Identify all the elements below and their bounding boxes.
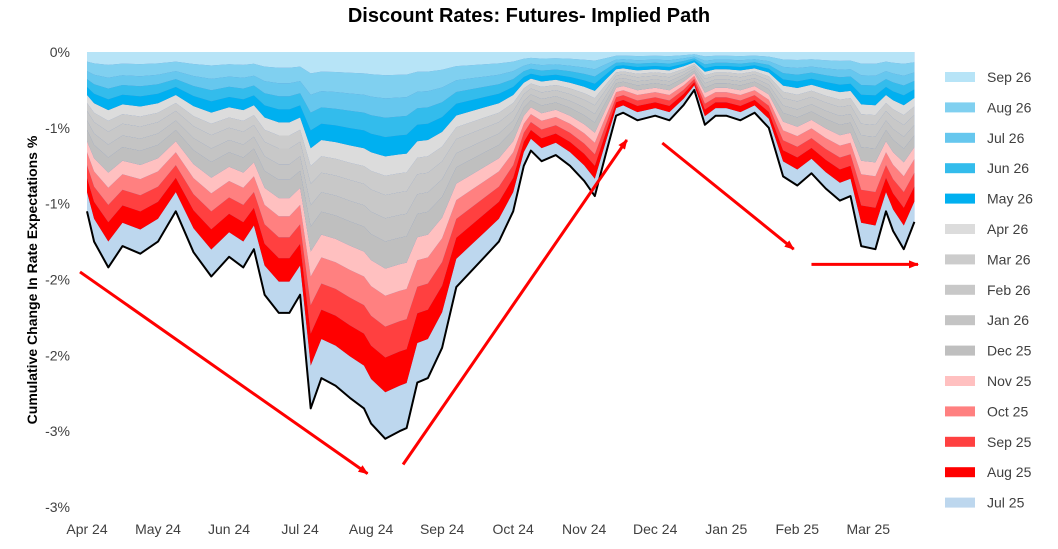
x-tick-label: Apr 24 (66, 521, 107, 537)
legend-label: Dec 25 (987, 343, 1032, 359)
x-axis-ticks: Apr 24 May 24 Jun 24 Jul 24 Aug 24 Sep 24 Oct … (66, 521, 890, 537)
x-tick-label: Sep 24 (420, 521, 465, 537)
legend-label: Aug 26 (987, 99, 1032, 115)
y-axis-title: Cumulative Change In Rate Expectations % (24, 135, 40, 424)
legend-swatch (945, 315, 975, 326)
legend-label: Aug 25 (987, 464, 1032, 480)
legend-label: Jan 26 (987, 312, 1029, 328)
legend-swatch (945, 102, 975, 113)
y-axis-ticks: 0% -1% -1% -2% -2% -3% -3% (45, 44, 70, 515)
y-tick-label: -2% (45, 347, 70, 363)
legend-swatch (945, 72, 975, 82)
legend-label: Jun 26 (987, 160, 1029, 176)
trend-arrow (661, 141, 795, 251)
x-tick-label: Jul 24 (281, 521, 319, 537)
legend-swatch (945, 467, 975, 478)
legend-swatch (945, 254, 975, 265)
y-tick-label: -1% (45, 120, 70, 136)
chart-title: Discount Rates: Futures- Implied Path (348, 5, 710, 27)
x-tick-label: Feb 25 (775, 521, 819, 537)
x-tick-label: Dec 24 (633, 521, 678, 537)
legend-swatch (945, 163, 975, 174)
y-tick-label: -2% (45, 272, 70, 288)
legend-label: Sep 25 (987, 434, 1032, 450)
legend-label: Jul 26 (987, 130, 1025, 146)
trend-arrows (79, 139, 919, 475)
legend-label: Oct 25 (987, 403, 1028, 419)
legend-label: Nov 25 (987, 373, 1032, 389)
legend-swatch (945, 193, 975, 204)
x-tick-label: Jun 24 (208, 521, 250, 537)
legend-swatch (945, 406, 975, 417)
legend-swatch (945, 376, 975, 386)
y-tick-label: 0% (50, 44, 70, 60)
legend-swatch (945, 497, 975, 508)
total-path-line (86, 88, 916, 440)
legend-label: Jul 25 (987, 495, 1025, 511)
x-tick-label: Nov 24 (562, 521, 607, 537)
legend-label: Sep 26 (987, 69, 1032, 85)
y-tick-label: -1% (45, 196, 70, 212)
x-tick-label: Mar 25 (846, 521, 890, 537)
legend-label: Mar 26 (987, 251, 1031, 267)
legend-swatch (945, 345, 975, 356)
legend-swatch (945, 224, 975, 234)
legend-label: May 26 (987, 191, 1033, 207)
x-tick-label: Aug 24 (349, 521, 394, 537)
legend-swatch (945, 436, 975, 447)
band-sep-26 (87, 52, 915, 76)
total-path-line-group (86, 88, 916, 440)
trend-arrow (79, 270, 369, 475)
legend: Sep 26 Aug 26 Jul 26 Jun 26 May 26 Apr 26 Mar … (945, 69, 1033, 511)
x-tick-label: May 24 (135, 521, 181, 537)
legend-swatch (945, 132, 975, 143)
y-tick-label: -3% (45, 423, 70, 439)
series-bands (87, 52, 915, 439)
legend-label: Feb 26 (987, 282, 1031, 298)
trend-arrow (401, 139, 629, 466)
legend-swatch (945, 284, 975, 295)
x-tick-label: Oct 24 (493, 521, 534, 537)
x-tick-label: Jan 25 (705, 521, 747, 537)
y-tick-label: -3% (45, 499, 70, 515)
legend-label: Apr 26 (987, 221, 1028, 237)
